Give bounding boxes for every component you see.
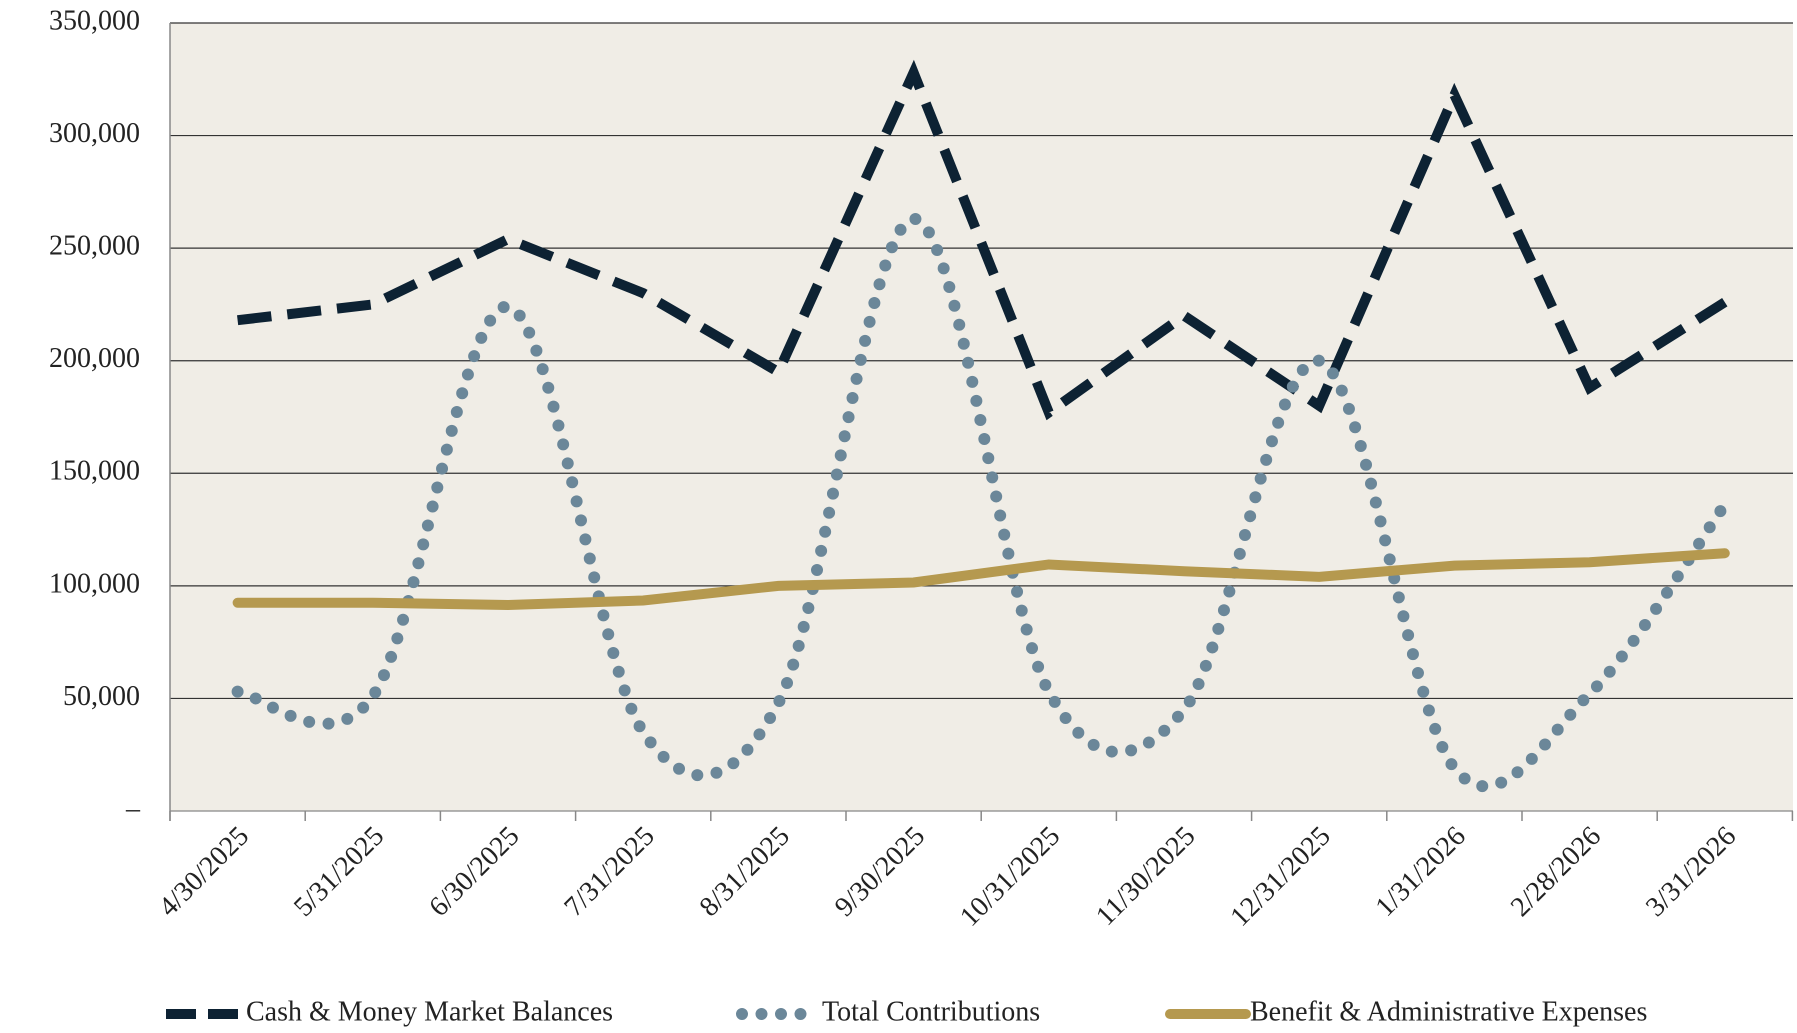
x-tick-label: 3/31/2026: [1640, 821, 1742, 923]
y-tick-label: 350,000: [49, 5, 140, 36]
x-tick-label: 9/30/2025: [829, 821, 931, 923]
legend-label: Total Contributions: [822, 996, 1040, 1027]
series-line: [237, 59, 1728, 421]
y-tick-label: 50,000: [63, 681, 140, 712]
x-tick-label: 11/30/2025: [1090, 821, 1201, 932]
x-tick-label: 10/31/2025: [954, 821, 1066, 933]
x-tick-label: 2/28/2026: [1505, 821, 1607, 923]
x-tick-label: 6/30/2025: [423, 821, 525, 923]
x-tick-label: 4/30/2025: [153, 821, 255, 923]
x-tick-label: 5/31/2025: [288, 821, 390, 923]
x-tick-label: 12/31/2025: [1225, 821, 1337, 933]
series-line: [231, 212, 1731, 793]
series-line: [232, 548, 1730, 610]
y-tick-label: 300,000: [49, 118, 140, 149]
legend-label: Cash & Money Market Balances: [246, 996, 613, 1027]
y-tick-label: 250,000: [49, 231, 140, 262]
legend-label: Benefit & Administrative Expenses: [1250, 996, 1647, 1027]
y-tick-label: –: [125, 793, 141, 824]
x-tick-label: 7/31/2025: [558, 821, 660, 923]
y-tick-label: 100,000: [49, 568, 140, 599]
x-tick-label: 1/31/2026: [1370, 821, 1472, 923]
x-tick-label: 8/31/2025: [694, 821, 796, 923]
y-tick-label: 150,000: [49, 456, 140, 487]
y-tick-label: 200,000: [49, 343, 140, 374]
